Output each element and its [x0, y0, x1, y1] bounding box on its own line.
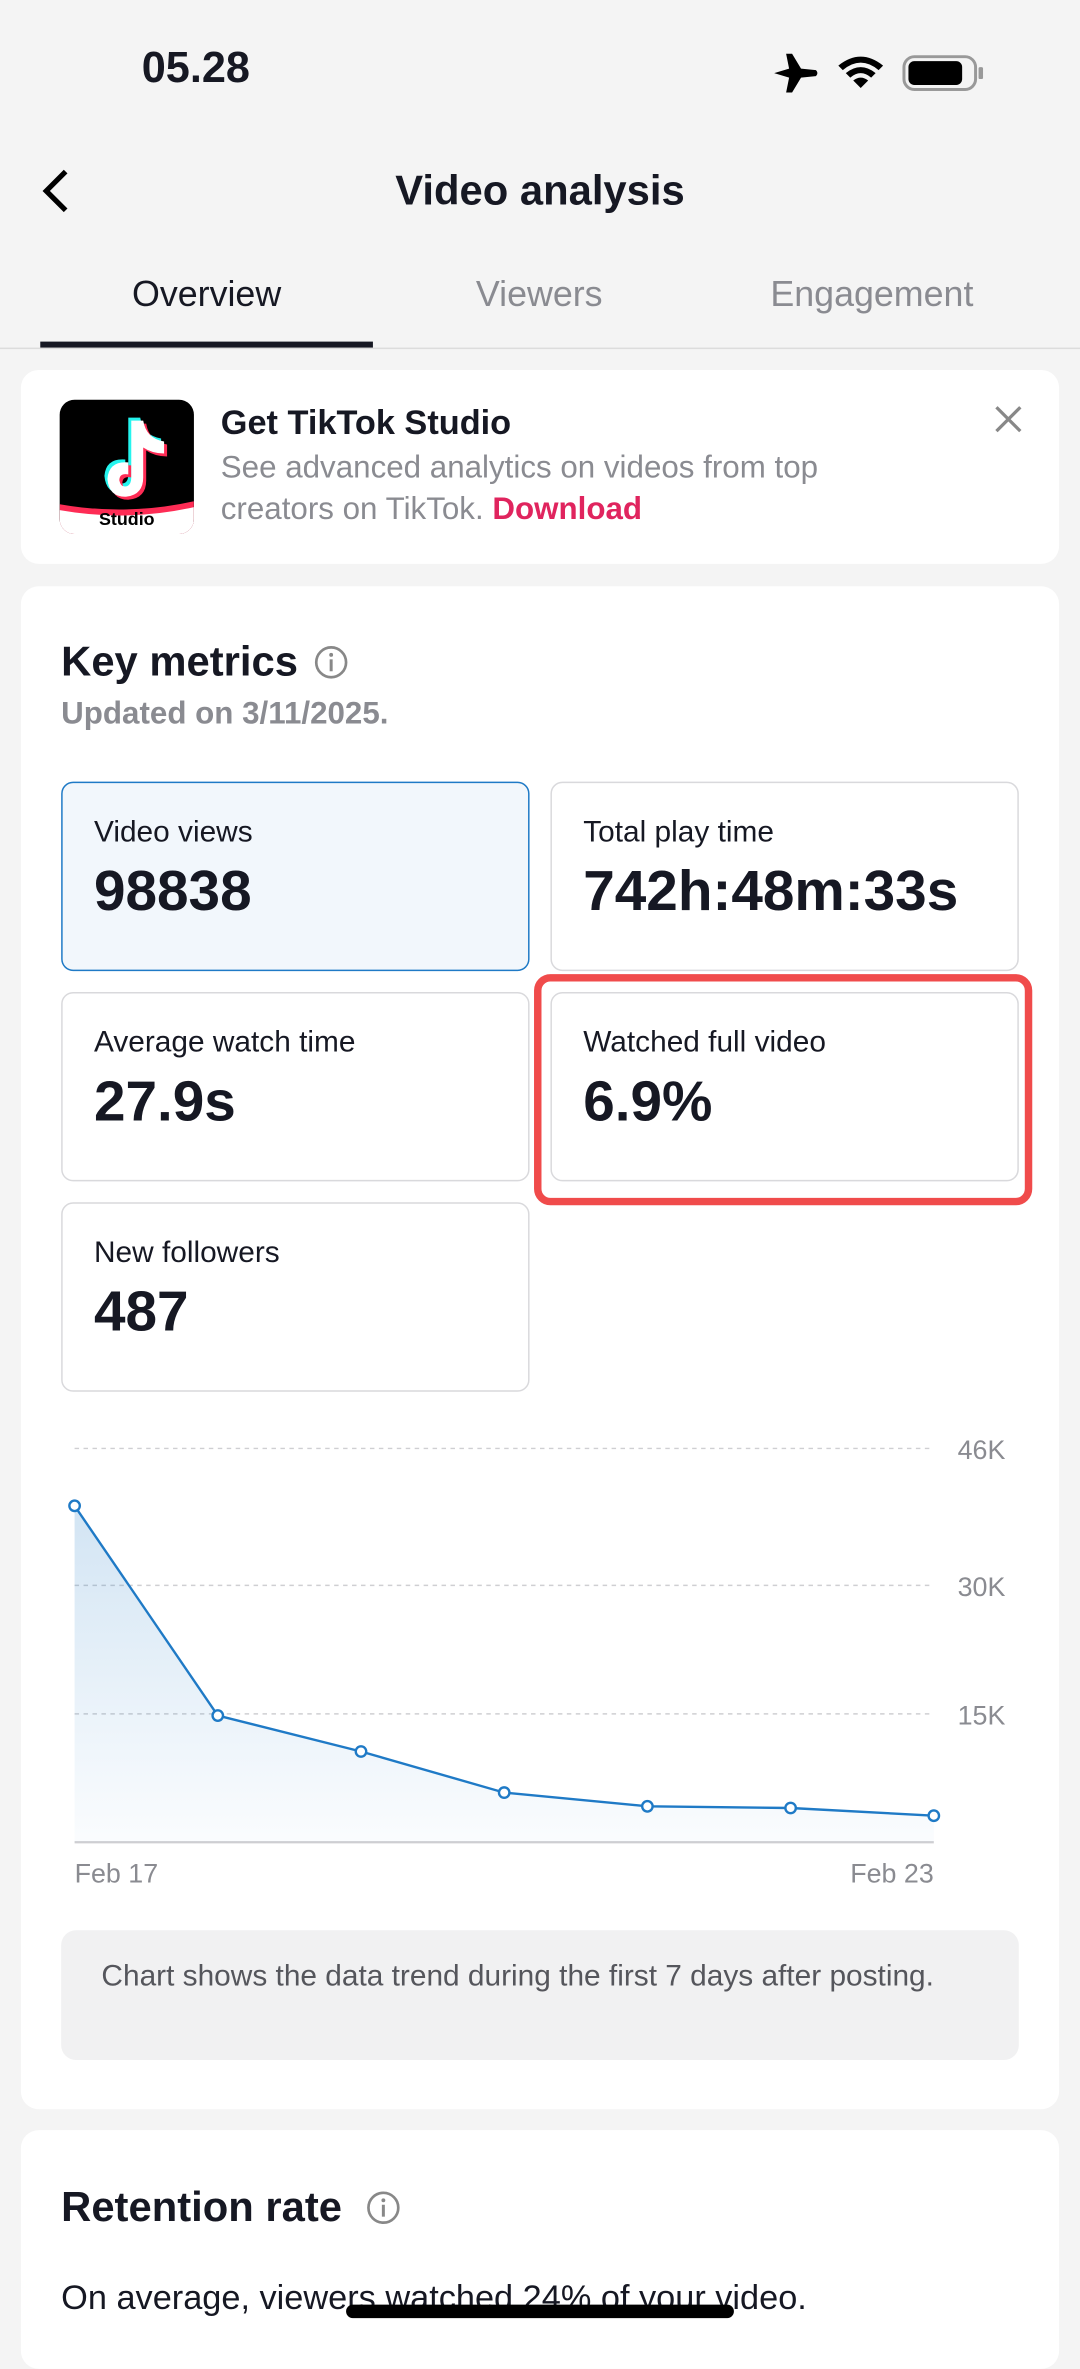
metric-value: 487 — [93, 1281, 189, 1345]
metric-card[interactable]: Video views 98838 — [61, 781, 530, 972]
metric-label: New followers — [93, 1236, 280, 1270]
highlight-box — [534, 974, 1033, 1206]
icon-label: Studio — [98, 508, 155, 530]
banner-description: See advanced analytics on videos from to… — [220, 450, 819, 527]
y-tick-label: 46K — [958, 1435, 1006, 1465]
data-point — [784, 1801, 798, 1815]
banner-text: See advanced analytics on videos from to… — [221, 448, 907, 532]
y-tick-label: 15K — [958, 1700, 1006, 1730]
metric-value: 6.9% — [583, 1071, 713, 1134]
back-button[interactable] — [39, 167, 75, 218]
data-point — [68, 1499, 81, 1513]
studio-icon: Studio — [59, 399, 194, 535]
updated-date: Updated on 3/11/2025. — [61, 696, 389, 731]
download-link[interactable]: Download — [492, 492, 643, 527]
metric-card[interactable]: New followers 487 — [61, 1202, 530, 1392]
tab-indicator — [40, 341, 373, 348]
data-point — [927, 1809, 941, 1823]
note-box: Chart shows the data trend during the fi… — [61, 1930, 1019, 2061]
status-icons — [774, 53, 984, 93]
x-tick-label: Feb 23 — [850, 1859, 934, 1889]
metric-card[interactable]: Total play time 742h:48m:33s — [550, 781, 1019, 972]
data-point — [211, 1709, 225, 1722]
info-icon[interactable] — [313, 644, 349, 680]
metric-label: Video views — [93, 815, 253, 849]
section-title: Retention rate — [61, 2183, 342, 2231]
data-point — [354, 1745, 368, 1758]
tab[interactable]: Viewers — [475, 274, 603, 315]
metric-value: 742h:48m:33s — [583, 860, 959, 924]
note-text: Chart shows the data trend during the fi… — [101, 1960, 934, 1993]
tab[interactable]: Engagement — [770, 274, 974, 315]
banner-title: Get TikTok Studio — [220, 402, 512, 442]
metric-label: Average watch time — [93, 1026, 356, 1060]
home-indicator — [346, 2304, 734, 2319]
divider — [0, 347, 1080, 350]
area — [74, 1505, 934, 1843]
y-tick-label: 30K — [958, 1572, 1006, 1602]
metric-card[interactable]: Average watch time 27.9s — [61, 991, 530, 1182]
section-title: Key metrics — [61, 638, 298, 685]
status-time: 05.28 — [141, 44, 250, 93]
tab[interactable]: Overview — [131, 274, 282, 315]
info-icon[interactable] — [365, 2190, 401, 2226]
metric-label: Total play time — [583, 815, 774, 849]
page-title: Video analysis — [395, 167, 685, 214]
x-tick-label: Feb 17 — [75, 1859, 159, 1889]
close-button[interactable] — [993, 404, 1023, 434]
data-point — [497, 1786, 511, 1800]
data-point — [640, 1799, 654, 1813]
metric-label: Watched full video — [583, 1026, 826, 1060]
trend-chart: 15K 30K 46K Feb 17 Feb 23 — [68, 1435, 1006, 1889]
metric-card[interactable]: Watched full video 6.9% — [550, 991, 1019, 1182]
metric-value: 27.9s — [93, 1071, 236, 1134]
metric-value: 98838 — [93, 860, 252, 924]
retention-card — [20, 2130, 1060, 2369]
